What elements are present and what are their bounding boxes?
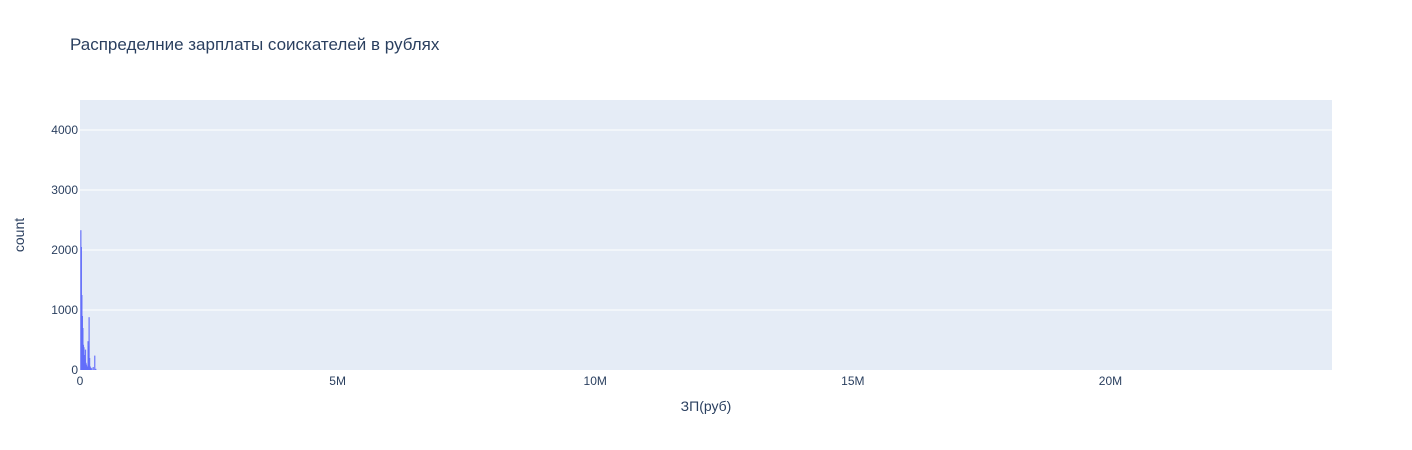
x-tick-label: 0 [77, 374, 84, 388]
histogram-bar [88, 317, 90, 370]
y-tick-label: 3000 [51, 183, 78, 197]
x-tick-label: 15M [841, 374, 864, 388]
histogram-bar [90, 367, 92, 370]
x-tick-label: 20M [1099, 374, 1122, 388]
bars-group [80, 230, 97, 370]
histogram-bar [94, 355, 96, 370]
x-tick-label: 10M [584, 374, 607, 388]
x-tick-label: 5M [329, 374, 346, 388]
gridlines [80, 129, 1332, 311]
y-tick-label: 4000 [51, 123, 78, 137]
y-axis-title: count [11, 218, 27, 252]
y-tick-label: 0 [71, 363, 78, 377]
x-axis-title: ЗП(руб) [681, 398, 732, 414]
histogram-bar [95, 368, 97, 370]
histogram-bar [89, 358, 91, 370]
y-axis-ticks: 0 1000 2000 3000 4000 [51, 123, 78, 377]
histogram-bar [84, 349, 87, 370]
histogram-bar [91, 368, 93, 370]
chart-title: Распределние зарплаты соискателей в рубл… [70, 35, 440, 54]
x-axis-ticks: 0 5M 10M 15M 20M [77, 374, 1122, 388]
histogram-bar [92, 367, 94, 370]
plot-area [80, 100, 1332, 370]
y-tick-label: 1000 [51, 303, 78, 317]
y-tick-label: 2000 [51, 243, 78, 257]
